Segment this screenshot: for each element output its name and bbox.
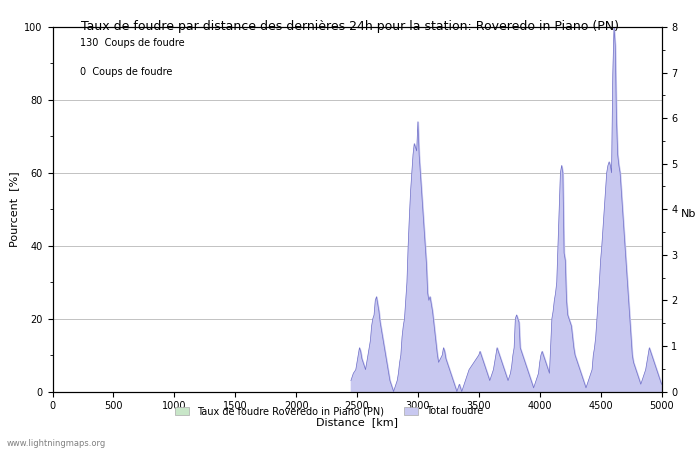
X-axis label: Distance  [km]: Distance [km]: [316, 417, 398, 427]
Y-axis label: Nb: Nb: [681, 209, 696, 219]
Text: 0  Coups de foudre: 0 Coups de foudre: [80, 67, 172, 77]
Text: Taux de foudre par distance des dernières 24h pour la station: Roveredo in Piano: Taux de foudre par distance des dernière…: [81, 20, 619, 33]
Text: 130  Coups de foudre: 130 Coups de foudre: [80, 38, 185, 48]
Y-axis label: Pourcent  [%]: Pourcent [%]: [9, 171, 19, 247]
Legend: Taux de foudre Roveredo in Piano (PN), Total foudre: Taux de foudre Roveredo in Piano (PN), T…: [171, 403, 487, 420]
Text: www.lightningmaps.org: www.lightningmaps.org: [7, 439, 106, 448]
